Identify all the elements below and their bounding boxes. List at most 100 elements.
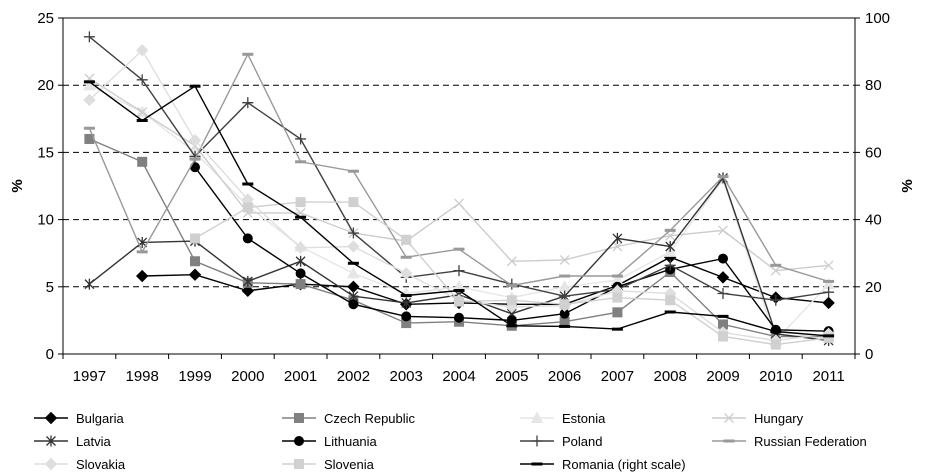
left-axis-title: %	[9, 179, 26, 192]
data-point	[295, 160, 307, 164]
x-tick-label: 2004	[442, 368, 475, 385]
data-point	[559, 299, 570, 310]
right-tick-label: 0	[865, 346, 873, 363]
data-point	[401, 297, 412, 309]
data-point	[612, 292, 623, 303]
legend-item: Latvia	[34, 434, 111, 449]
right-tick-label: 20	[865, 279, 882, 296]
series-line	[88, 36, 829, 301]
data-point	[137, 156, 148, 167]
data-point	[718, 225, 728, 236]
data-point	[453, 247, 465, 251]
data-point	[716, 271, 730, 284]
legend-item: Czech Republic	[282, 411, 416, 426]
x-tick-label: 2003	[390, 368, 423, 385]
right-tick-label: 80	[865, 77, 882, 94]
left-tick-label: 10	[37, 212, 54, 229]
data-point	[453, 288, 465, 292]
legend-swatch-marker	[294, 413, 304, 423]
x-tick-label: 2009	[706, 368, 739, 385]
data-point	[188, 268, 202, 281]
x-tick-label: 2006	[548, 368, 581, 385]
data-point	[506, 295, 517, 306]
legend-swatch-marker	[531, 462, 543, 466]
data-point	[665, 240, 676, 252]
legend-label: Slovenia	[324, 457, 375, 472]
data-point	[241, 284, 255, 298]
series-hungary	[84, 73, 834, 276]
data-point	[559, 324, 571, 328]
data-point	[295, 215, 307, 219]
series-line	[88, 52, 829, 287]
legend-swatch-marker	[46, 435, 56, 447]
data-point	[135, 269, 149, 283]
data-point	[718, 331, 728, 342]
data-point	[348, 299, 359, 310]
left-tick-label: 5	[46, 279, 54, 296]
data-point	[295, 255, 306, 267]
data-point	[770, 339, 781, 350]
left-tick-label: 25	[37, 10, 54, 27]
x-tick-label: 2008	[654, 368, 687, 385]
x-tick-label: 1999	[178, 368, 211, 385]
data-point	[611, 327, 623, 331]
data-point	[664, 259, 676, 271]
data-point	[506, 256, 517, 267]
data-point	[664, 310, 676, 314]
data-point	[400, 255, 412, 259]
left-tick-label: 20	[37, 77, 54, 94]
data-point	[84, 278, 95, 290]
data-point	[242, 182, 254, 186]
legend-swatch-marker	[531, 435, 543, 447]
legend-swatch-marker	[724, 413, 734, 423]
x-tick-label: 2000	[231, 368, 264, 385]
data-point	[823, 260, 834, 271]
data-point	[83, 126, 95, 130]
data-point	[190, 233, 200, 244]
data-point	[665, 295, 676, 306]
right-tick-label: 100	[865, 10, 890, 27]
legend-item: Russian Federation	[712, 434, 867, 449]
right-axis-title: %	[899, 179, 916, 192]
data-point	[136, 74, 148, 86]
data-point	[83, 93, 96, 107]
legend-item: Hungary	[712, 411, 804, 426]
data-point	[717, 175, 729, 179]
data-point	[294, 241, 307, 255]
data-point	[454, 312, 464, 323]
legend-swatch-marker	[44, 457, 58, 471]
data-point	[295, 133, 307, 145]
data-point	[822, 296, 835, 310]
data-point	[454, 198, 464, 209]
legend-swatch-marker	[44, 411, 58, 425]
data-point	[612, 232, 623, 244]
data-point	[242, 52, 254, 56]
legend-item: Slovenia	[282, 457, 375, 472]
legend-label: Bulgaria	[76, 411, 124, 426]
legend-label: Hungary	[754, 411, 804, 426]
legend-item: Estonia	[520, 411, 606, 426]
data-point	[506, 324, 518, 328]
data-point	[401, 234, 412, 245]
legend-swatch-marker	[723, 439, 735, 443]
left-tick-label: 0	[46, 346, 54, 363]
data-point	[347, 266, 360, 279]
legend-label: Lithuania	[324, 434, 378, 449]
data-point	[190, 256, 200, 267]
data-point	[770, 329, 782, 333]
data-point	[400, 294, 412, 298]
data-point	[295, 268, 306, 279]
x-tick-label: 2005	[495, 368, 528, 385]
data-point	[399, 267, 413, 280]
data-point	[823, 334, 835, 338]
data-point	[718, 253, 728, 264]
data-point	[770, 265, 781, 276]
data-point	[506, 283, 518, 287]
data-point	[611, 274, 623, 278]
legend-item: Bulgaria	[34, 411, 124, 426]
data-point	[189, 84, 201, 88]
series-poland	[83, 31, 835, 306]
data-point	[242, 275, 253, 287]
data-point	[717, 288, 729, 300]
